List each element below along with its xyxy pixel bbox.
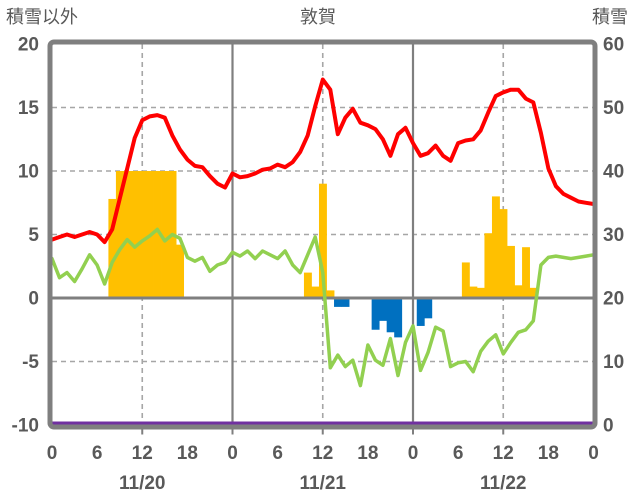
orange-bars: [514, 285, 523, 298]
orange-bars: [529, 287, 538, 298]
x-axis-day-label: 11/20: [119, 473, 166, 494]
blue-bars: [424, 298, 433, 319]
orange-bars: [123, 171, 132, 298]
y-axis-label-right: 20: [603, 289, 624, 310]
x-axis-hour-label: 12: [132, 443, 153, 464]
orange-bars: [311, 286, 320, 298]
page-title: 敦賀: [300, 7, 336, 27]
x-axis-day-label: 11/21: [300, 473, 347, 494]
y-axis-label-right: 0: [603, 416, 614, 437]
blue-bars: [394, 298, 403, 338]
red-temperature-line: [50, 77, 596, 245]
x-axis-hour-label: 0: [227, 443, 238, 464]
orange-bars: [161, 171, 169, 298]
y-axis-label-left: -10: [12, 416, 39, 437]
x-axis-hour-label: 12: [312, 443, 333, 464]
y-axis-label-right: 30: [603, 225, 624, 246]
orange-bars: [115, 171, 124, 298]
x-axis-hour-label: 18: [538, 443, 559, 464]
right-axis-title: 積雪: [592, 7, 628, 27]
x-axis-hour-label: 18: [177, 443, 198, 464]
orange-bars: [507, 245, 515, 298]
orange-bars: [176, 244, 185, 298]
orange-bars: [108, 198, 117, 298]
y-axis-label-right: 10: [603, 352, 624, 373]
blue-bars: [371, 298, 380, 330]
orange-bars: [476, 287, 485, 298]
y-axis-label-left: 20: [18, 35, 39, 56]
orange-bars: [318, 183, 327, 298]
orange-bars: [138, 171, 147, 298]
x-axis-hour-label: 0: [588, 443, 599, 464]
orange-bars: [522, 247, 530, 298]
orange-bars: [491, 196, 500, 298]
x-axis-day-label: 11/22: [480, 473, 527, 494]
orange-bars: [499, 209, 508, 298]
x-axis-hour-label: 6: [272, 443, 283, 464]
orange-bars: [303, 272, 312, 298]
x-axis-hour-label: 0: [47, 443, 58, 464]
y-axis-label-left: 15: [18, 98, 40, 119]
blue-bars: [341, 298, 350, 307]
left-axis-title: 積雪以外: [6, 7, 78, 27]
blue-bars: [416, 298, 425, 326]
orange-bars: [461, 262, 470, 298]
y-axis-label-left: 10: [18, 162, 39, 183]
blue-bars: [386, 298, 395, 333]
plot-border: [47, 39, 598, 430]
blue-bars: [379, 298, 388, 321]
x-axis-hour-label: 6: [92, 443, 103, 464]
x-axis-hour-label: 12: [493, 443, 514, 464]
orange-bars: [326, 290, 335, 298]
y-axis-label-right: 50: [603, 98, 624, 119]
y-axis-label-left: -5: [22, 352, 39, 373]
x-axis-hour-label: 0: [408, 443, 419, 464]
orange-bars: [130, 171, 139, 298]
x-axis-hour-label: 18: [357, 443, 378, 464]
y-axis-label-left: 0: [28, 289, 39, 310]
x-axis-hour-label: 6: [453, 443, 464, 464]
orange-bars: [469, 286, 478, 298]
y-axis-label-left: 5: [28, 225, 39, 246]
green-line: [50, 227, 596, 388]
orange-bars: [484, 233, 493, 298]
y-axis-label-right: 60: [603, 35, 624, 56]
y-axis-label-right: 40: [603, 162, 624, 183]
orange-bars: [153, 171, 162, 298]
blue-bars: [334, 298, 342, 307]
